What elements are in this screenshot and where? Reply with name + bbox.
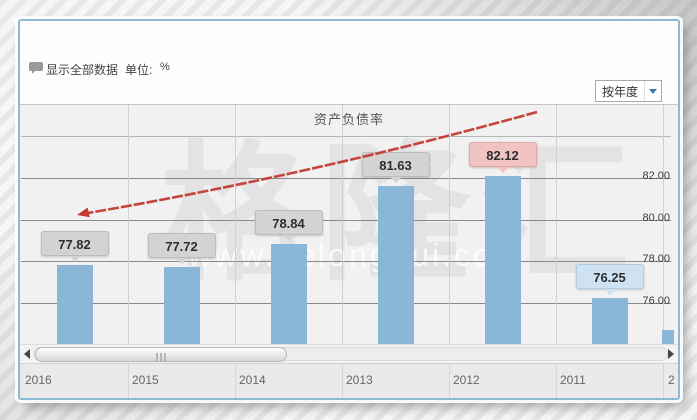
scrollbar-thumb[interactable]: [35, 347, 287, 362]
value-label-2015: 77.72: [147, 233, 216, 259]
thumb-grip-icon: [160, 353, 162, 361]
header-divider: [20, 104, 678, 105]
period-dropdown[interactable]: 按年度: [595, 80, 662, 102]
y-gridline: [21, 178, 671, 179]
value-label-2012: 82.12: [468, 141, 537, 167]
value-label-2016: 77.82: [40, 230, 109, 256]
y-gridline: [21, 136, 671, 138]
bar-2013[interactable]: [377, 185, 414, 345]
y-axis-tick-label: 76.00: [642, 294, 670, 307]
x-axis-label-2013: 2013: [346, 373, 373, 387]
value-label-pointer: [175, 258, 188, 265]
partial-next-year-label: 2: [668, 373, 675, 387]
x-gridline: [235, 364, 236, 398]
x-axis-label-2016: 2016: [25, 373, 52, 387]
watermark-url: www.gelonghui.com: [188, 237, 524, 273]
dropdown-arrow-button[interactable]: [644, 81, 661, 101]
chart-widget-panel: 显示全部数据 单位: % 按年度 资产负债率 格隆汇 www.gelonghui…: [18, 19, 680, 400]
x-gridline: [556, 364, 557, 398]
y-axis-tick-label: 80.00: [642, 211, 670, 224]
x-axis-label-2012: 2012: [453, 373, 480, 387]
x-gridline: [449, 105, 450, 345]
value-label-pointer: [389, 176, 402, 183]
x-gridline: [342, 364, 343, 398]
x-gridline: [663, 364, 664, 398]
horizontal-scrollbar: [20, 344, 678, 364]
scroll-left-arrow-icon[interactable]: [24, 349, 30, 359]
x-gridline: [128, 105, 129, 345]
x-gridline: [128, 364, 129, 398]
x-axis-label-2015: 2015: [132, 373, 159, 387]
bar-2015[interactable]: [163, 267, 200, 345]
comment-bubble-icon: [29, 62, 44, 75]
bar-2014[interactable]: [270, 243, 307, 345]
value-label-pointer: [68, 255, 81, 262]
chart-title: 资产负债率: [313, 112, 384, 127]
scroll-right-arrow-icon[interactable]: [668, 349, 674, 359]
partial-next-bar: [662, 330, 674, 345]
unit-value: %: [160, 61, 170, 73]
show-all-data-toggle[interactable]: 显示全部数据: [46, 63, 119, 77]
thumb-grip-icon: [164, 353, 166, 361]
value-label-2011: 76.25: [575, 263, 644, 289]
unit-label: 单位:: [125, 63, 153, 77]
x-axis-label-2011: 2011: [560, 373, 586, 387]
y-gridline: [21, 302, 671, 304]
value-label-2014: 78.84: [254, 209, 323, 235]
thumb-grip-icon: [156, 353, 158, 361]
period-dropdown-value: 按年度: [601, 84, 638, 99]
value-label-pointer: [496, 166, 509, 173]
x-gridline: [556, 105, 557, 345]
bar-2011[interactable]: [591, 297, 628, 345]
x-gridline: [449, 364, 450, 398]
x-gridline: [342, 105, 343, 345]
x-gridline: [663, 105, 664, 345]
y-gridline: [21, 261, 671, 263]
x-gridline: [235, 105, 236, 345]
value-label-pointer: [282, 234, 295, 241]
y-gridline: [21, 219, 671, 221]
y-axis-tick-label: 82.00: [642, 170, 670, 182]
x-axis-label-2014: 2014: [239, 373, 266, 387]
bar-2016[interactable]: [56, 264, 93, 345]
y-axis-tick-label: 78.00: [642, 253, 670, 266]
value-label-pointer: [603, 288, 616, 295]
x-axis-year-strip: 2016 2015 2014 2013 2012 2011 2: [20, 363, 678, 398]
value-label-2013: 81.63: [361, 151, 430, 177]
bar-2012[interactable]: [484, 175, 521, 345]
chevron-down-icon: [649, 88, 657, 94]
